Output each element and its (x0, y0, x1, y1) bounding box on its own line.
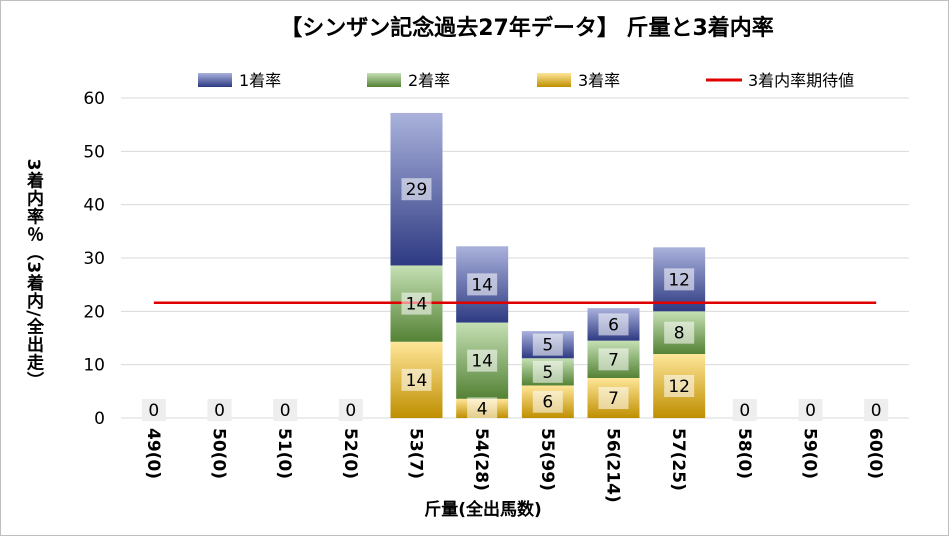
data-label-bg (664, 375, 695, 397)
data-label-bg (532, 333, 563, 356)
data-label-bg (664, 321, 695, 344)
x-tick-label: 49(0) (143, 428, 163, 479)
y-tick-label: 50 (83, 142, 105, 162)
x-tick-label: 52(0) (340, 428, 360, 479)
data-label: 0 (345, 401, 356, 421)
x-tick-label: 57(25) (668, 428, 688, 491)
data-label: 12 (668, 377, 690, 397)
data-label: 14 (471, 275, 493, 295)
data-label-bg (273, 399, 298, 421)
data-label: 5 (542, 363, 553, 383)
legend-label-second: 2着率 (408, 71, 450, 90)
data-label-bg (467, 273, 498, 296)
data-label-bg (732, 399, 757, 421)
legend-label-reference: 3着内率期待値 (748, 71, 854, 90)
data-label-bg (664, 268, 695, 291)
x-tick-label: 58(0) (734, 428, 754, 479)
data-label: 14 (406, 371, 428, 391)
x-axis-title: 斤量(全出馬数) (424, 499, 542, 520)
data-label-bg (207, 399, 232, 421)
legend-swatch-second (367, 73, 401, 87)
chart-title: 【シンザン記念過去27年データ】 斤量と3着内率 (280, 15, 774, 41)
x-tick-label: 50(0) (209, 428, 229, 479)
data-label: 0 (805, 401, 816, 421)
data-label-bg (598, 348, 629, 371)
legend-swatch-third (537, 73, 571, 87)
data-label: 6 (542, 393, 553, 413)
data-label-bg (338, 399, 363, 421)
legend: 1着率 2着率 3着率 3着内率期待値 (198, 71, 854, 90)
data-label: 0 (871, 401, 882, 421)
y-tick-label: 30 (83, 249, 105, 269)
data-label: 14 (406, 295, 428, 315)
data-label: 0 (280, 401, 291, 421)
data-label: 4 (477, 399, 488, 419)
y-axis-ticks: 0 10 20 30 40 50 60 (83, 89, 105, 429)
data-label-bg (467, 349, 498, 372)
y-tick-label: 0 (94, 409, 105, 429)
data-label: 0 (214, 401, 225, 421)
data-label-bg (598, 313, 629, 336)
y-tick-label: 60 (83, 89, 105, 109)
x-tick-label: 53(7) (406, 428, 426, 479)
data-label-bg (401, 292, 432, 315)
x-tick-label: 55(99) (537, 428, 557, 491)
data-label: 6 (608, 315, 619, 335)
data-label: 0 (148, 401, 159, 421)
x-tick-label: 56(214) (603, 428, 623, 503)
legend-swatch-first (198, 73, 232, 87)
y-tick-label: 10 (83, 356, 105, 376)
x-tick-label: 51(0) (274, 428, 294, 479)
data-label: 14 (471, 352, 493, 372)
x-tick-label: 59(0) (800, 428, 820, 479)
legend-label-first: 1着率 (239, 71, 281, 90)
data-label-bg (467, 397, 498, 420)
data-label-bg (532, 390, 563, 413)
y-tick-label: 40 (83, 196, 105, 216)
x-tick-label: 60(0) (865, 428, 885, 479)
data-label-bg (532, 360, 563, 383)
x-tick-label: 54(28) (471, 428, 491, 491)
data-label: 7 (608, 350, 619, 370)
data-label-bg (401, 368, 432, 391)
data-label: 0 (739, 401, 750, 421)
y-axis-title: 3着内率％（3着内/全出走） (23, 159, 45, 390)
data-label: 7 (608, 389, 619, 409)
legend-label-third: 3着率 (578, 71, 620, 90)
x-axis-ticks: 49(0) 50(0) 51(0) 52(0) 53(7) 54(28) 55(99) 56(… (143, 428, 885, 503)
data-label: 29 (406, 180, 428, 200)
data-label-bg (401, 178, 432, 201)
data-label-bg (864, 399, 889, 421)
gridlines (121, 97, 909, 419)
data-label-bg (798, 399, 823, 421)
data-label-bg (598, 387, 629, 409)
data-label: 8 (674, 324, 685, 344)
y-tick-label: 20 (83, 302, 105, 322)
data-label: 12 (668, 270, 690, 290)
data-label: 5 (542, 336, 553, 356)
data-label-bg (141, 399, 166, 421)
data-labels: 0 0 0 0 14 14 29 4 14 14 6 5 5 7 7 6 12 8 12 0 0 0 (141, 178, 889, 421)
